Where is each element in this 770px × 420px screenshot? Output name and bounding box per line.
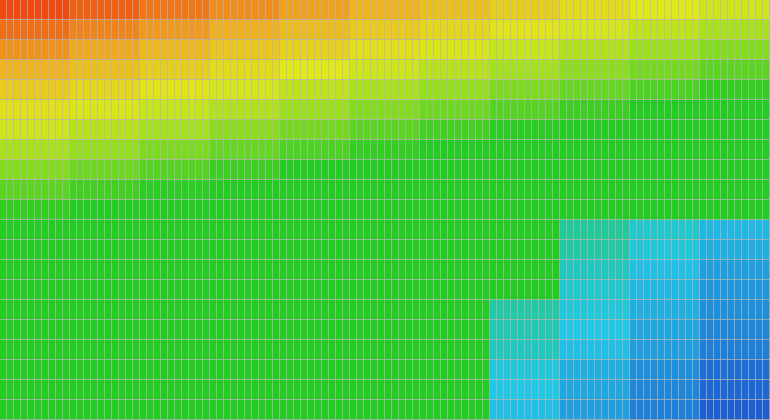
grid-overlay [0,0,770,420]
heatmap [0,0,770,420]
